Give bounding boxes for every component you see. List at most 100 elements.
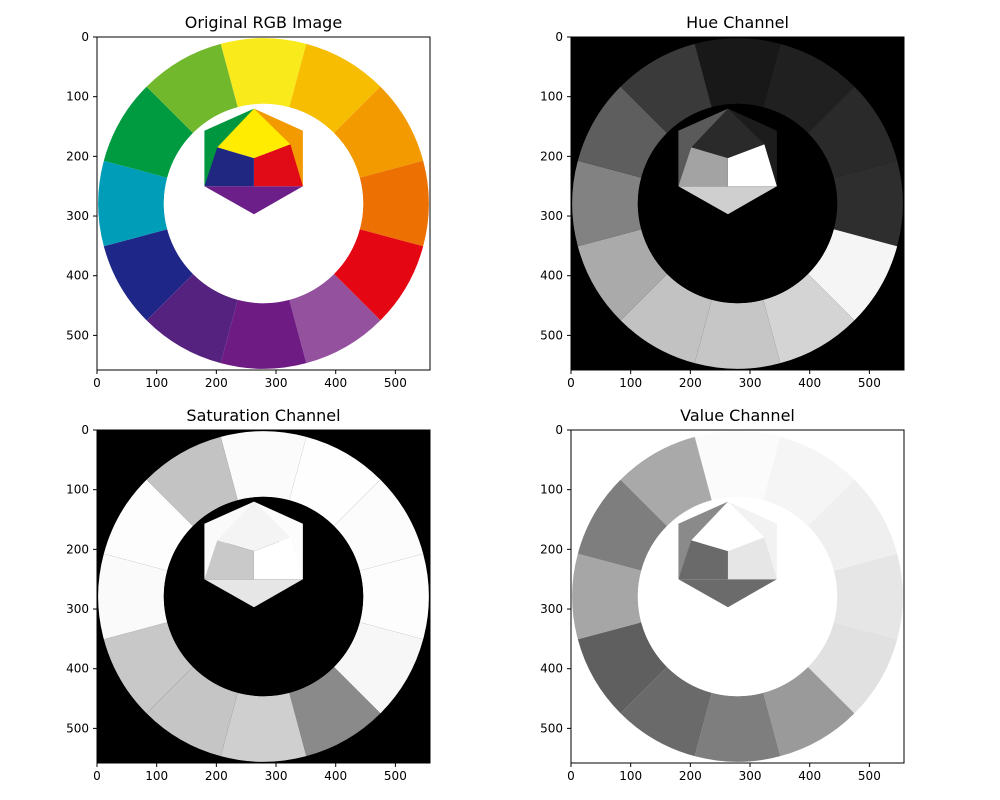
y-tick-label: 100 (66, 483, 89, 497)
x-tick-label: 300 (739, 769, 762, 783)
triangle-segment (678, 540, 728, 580)
x-tick-label: 400 (324, 769, 347, 783)
panel-title: Saturation Channel (186, 406, 340, 425)
wheel-segment (694, 299, 781, 369)
y-tick-label: 300 (540, 602, 563, 616)
wheel-segment (763, 43, 855, 134)
x-tick-label: 0 (567, 769, 575, 783)
wheel-segment (577, 479, 668, 571)
wheel-segment (220, 299, 307, 369)
triangle-segment (691, 501, 765, 552)
wheel-segment (694, 431, 781, 501)
y-tick-label: 100 (66, 90, 89, 104)
wheel-segment (807, 229, 898, 321)
wheel-segment (220, 431, 307, 501)
y-tick-label: 500 (66, 721, 89, 735)
wheel-segment (220, 692, 307, 762)
axes-frame (570, 429, 905, 764)
x-tick-label: 0 (93, 769, 101, 783)
y-tick-label: 100 (540, 90, 563, 104)
wheel-segment (333, 229, 424, 321)
y-tick-label: 0 (81, 423, 89, 437)
panel-saturation: Saturation Channel 0 100 200 300 400 500 0 100 20… (66, 406, 431, 783)
wheel-segment (763, 273, 855, 364)
axes-frame (570, 36, 905, 371)
triangle-segment (217, 108, 291, 159)
triangle-segment (678, 147, 728, 187)
y-tick-label: 200 (66, 149, 89, 163)
y-tick-label: 0 (555, 30, 563, 44)
wheel-segment (620, 666, 712, 757)
x-tick-label: 100 (145, 769, 168, 783)
x-tick-label: 300 (739, 376, 762, 390)
y-tick-label: 100 (540, 483, 563, 497)
hexagon-segment (204, 579, 303, 608)
wheel-segment (833, 553, 903, 640)
x-tick-label: 400 (324, 376, 347, 390)
wheel-segment (146, 43, 238, 134)
y-tick-label: 300 (66, 602, 89, 616)
x-tick-label: 200 (205, 376, 228, 390)
axes-frame (96, 36, 431, 371)
wheel-segment (289, 436, 381, 527)
wheel-segment (220, 38, 307, 108)
y-tick-label: 300 (540, 209, 563, 223)
y-tick-label: 500 (540, 721, 563, 735)
wheel-segment (146, 666, 238, 757)
y-tick-label: 200 (66, 542, 89, 556)
wheel-segment (103, 622, 194, 714)
wheel-segment (103, 229, 194, 321)
axes-frame (96, 429, 431, 764)
wheel-segment (98, 553, 168, 640)
wheel-segment (620, 436, 712, 527)
x-tick-label: 300 (265, 376, 288, 390)
x-tick-label: 400 (798, 376, 821, 390)
triangle-segment (727, 144, 777, 187)
x-tick-label: 200 (679, 376, 702, 390)
y-tick-label: 0 (555, 423, 563, 437)
wheel-segment (833, 160, 903, 247)
wheel-segment (807, 479, 898, 571)
wheel-segment (572, 553, 642, 640)
wheel-segment (807, 622, 898, 714)
triangle-segment (691, 108, 765, 159)
x-tick-label: 0 (567, 376, 575, 390)
panel-hue: Hue Channel 0 100 200 300 400 500 0 100 200 300 400… (540, 13, 905, 390)
triangle-segment (217, 501, 291, 552)
wheel-segment (103, 479, 194, 571)
panel-title: Hue Channel (686, 13, 789, 32)
y-tick-label: 400 (540, 662, 563, 676)
wheel-segment (620, 43, 712, 134)
wheel-segment (146, 273, 238, 364)
x-tick-label: 500 (858, 376, 881, 390)
triangle-segment (253, 537, 303, 580)
x-tick-label: 200 (679, 769, 702, 783)
wheel-segment (577, 86, 668, 178)
wheel-segment (763, 436, 855, 527)
triangle-segment (204, 147, 254, 187)
y-tick-label: 0 (81, 30, 89, 44)
wheel-segment (807, 86, 898, 178)
x-tick-label: 500 (384, 769, 407, 783)
y-tick-label: 500 (66, 328, 89, 342)
x-tick-label: 200 (205, 769, 228, 783)
wheel-segment (572, 160, 642, 247)
triangle-segment (204, 540, 254, 580)
wheel-segment (333, 479, 424, 571)
wheel-segment (694, 692, 781, 762)
y-tick-label: 400 (66, 269, 89, 283)
y-tick-label: 400 (540, 269, 563, 283)
y-tick-label: 400 (66, 662, 89, 676)
x-tick-label: 100 (145, 376, 168, 390)
panel-value: Value Channel 0 100 200 300 400 500 0 100 200 300 4… (540, 406, 905, 783)
wheel-segment (333, 622, 424, 714)
wheel-segment (146, 436, 238, 527)
hexagon-segment (204, 186, 303, 215)
wheel-segment (98, 160, 168, 247)
y-tick-label: 200 (540, 149, 563, 163)
wheel-segment (289, 666, 381, 757)
hexagon-segment (678, 186, 777, 215)
wheel-segment (289, 273, 381, 364)
x-tick-label: 300 (265, 769, 288, 783)
wheel-segment (359, 160, 429, 247)
